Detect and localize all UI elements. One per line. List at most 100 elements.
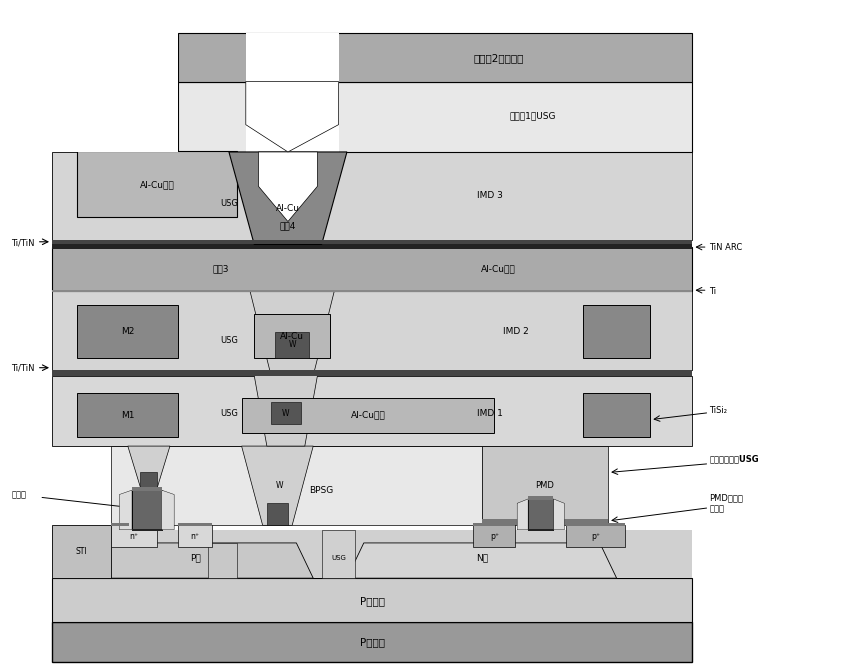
Bar: [111, 526, 157, 547]
Text: TiSi₂: TiSi₂: [709, 407, 727, 415]
Bar: [583, 393, 650, 437]
Bar: [322, 530, 355, 578]
Text: 多晶硅: 多晶硅: [11, 490, 26, 499]
Bar: [241, 398, 494, 433]
Bar: [77, 151, 237, 217]
Text: M2: M2: [121, 327, 134, 336]
Polygon shape: [250, 291, 334, 376]
Text: Ti/TiN: Ti/TiN: [11, 363, 35, 372]
Text: Al-Cu合金: Al-Cu合金: [351, 411, 385, 420]
Bar: [481, 519, 607, 526]
Text: PMD: PMD: [535, 481, 554, 490]
Text: W: W: [276, 481, 283, 490]
Bar: [111, 446, 481, 526]
Bar: [473, 526, 515, 547]
Text: p⁺: p⁺: [590, 532, 600, 541]
Polygon shape: [553, 499, 564, 530]
Bar: [566, 523, 624, 526]
Bar: [52, 247, 692, 291]
Bar: [52, 578, 692, 622]
Text: Al-Cu合金: Al-Cu合金: [481, 265, 515, 274]
Text: IMD 3: IMD 3: [477, 191, 502, 200]
Bar: [270, 402, 300, 424]
Bar: [132, 490, 161, 530]
Text: N阱: N阱: [475, 554, 487, 562]
Text: TiN ARC: TiN ARC: [709, 243, 742, 251]
Bar: [473, 523, 515, 526]
Bar: [275, 331, 309, 358]
Text: P阱: P阱: [189, 554, 200, 562]
Text: USG: USG: [220, 200, 238, 208]
Bar: [527, 530, 553, 531]
Text: p⁺: p⁺: [490, 532, 498, 541]
Text: BPSG: BPSG: [309, 486, 334, 495]
Text: 钝化层2，氮化硅: 钝化层2，氮化硅: [473, 54, 523, 64]
Bar: [178, 33, 692, 81]
Text: Ti/TiN: Ti/TiN: [11, 238, 35, 247]
Bar: [481, 446, 607, 526]
Bar: [566, 526, 624, 547]
Polygon shape: [229, 152, 346, 245]
Bar: [254, 314, 330, 358]
Polygon shape: [85, 543, 313, 578]
Text: P型外延: P型外延: [359, 596, 384, 606]
Bar: [52, 152, 692, 240]
Bar: [52, 376, 692, 446]
Bar: [52, 32, 178, 152]
Bar: [52, 622, 692, 662]
Bar: [52, 291, 692, 370]
Bar: [77, 305, 178, 358]
Text: PMD氮化物
阻挡层: PMD氮化物 阻挡层: [709, 494, 742, 513]
Polygon shape: [128, 446, 170, 487]
Bar: [527, 499, 553, 530]
Bar: [178, 523, 212, 526]
Bar: [132, 487, 161, 491]
Polygon shape: [241, 446, 313, 526]
Text: 金属4: 金属4: [280, 222, 296, 230]
Text: n⁺: n⁺: [190, 532, 200, 541]
Text: 金属3: 金属3: [212, 265, 229, 274]
Text: IMD 2: IMD 2: [502, 327, 528, 336]
Text: Ti: Ti: [709, 286, 716, 296]
Text: Al-Cu: Al-Cu: [276, 204, 299, 213]
Bar: [246, 33, 338, 81]
Text: n⁺: n⁺: [129, 532, 138, 541]
Text: 钝化层1，USG: 钝化层1，USG: [508, 112, 555, 120]
Text: USG: USG: [331, 555, 345, 561]
Bar: [246, 81, 338, 152]
Text: P型晶圆: P型晶圆: [359, 638, 384, 647]
Bar: [527, 496, 553, 500]
Bar: [52, 290, 692, 292]
Polygon shape: [258, 152, 317, 222]
Text: USG: USG: [220, 409, 238, 418]
Bar: [52, 530, 692, 578]
Text: 侧壁间隔层，USG: 侧壁间隔层，USG: [709, 455, 758, 464]
Text: W: W: [281, 409, 289, 418]
Bar: [583, 305, 650, 358]
Bar: [207, 543, 237, 578]
Bar: [77, 393, 178, 437]
Text: USG: USG: [220, 336, 238, 345]
Polygon shape: [119, 490, 132, 530]
Polygon shape: [346, 543, 616, 578]
Text: IMD 1: IMD 1: [477, 409, 502, 418]
Bar: [52, 370, 692, 376]
Bar: [52, 245, 692, 249]
Bar: [140, 472, 157, 487]
Bar: [132, 530, 161, 531]
Bar: [266, 503, 287, 526]
Bar: [178, 526, 212, 547]
Bar: [111, 523, 130, 526]
Polygon shape: [254, 376, 317, 446]
Text: Al-Cu: Al-Cu: [280, 331, 304, 341]
Polygon shape: [161, 490, 174, 530]
Text: M1: M1: [121, 411, 135, 420]
Bar: [52, 240, 692, 245]
Polygon shape: [246, 81, 338, 152]
Bar: [52, 526, 111, 578]
Polygon shape: [517, 499, 527, 530]
Text: W: W: [288, 340, 295, 349]
Text: STI: STI: [76, 547, 87, 556]
Text: Al-Cu合金: Al-Cu合金: [140, 180, 175, 189]
Bar: [178, 81, 692, 152]
